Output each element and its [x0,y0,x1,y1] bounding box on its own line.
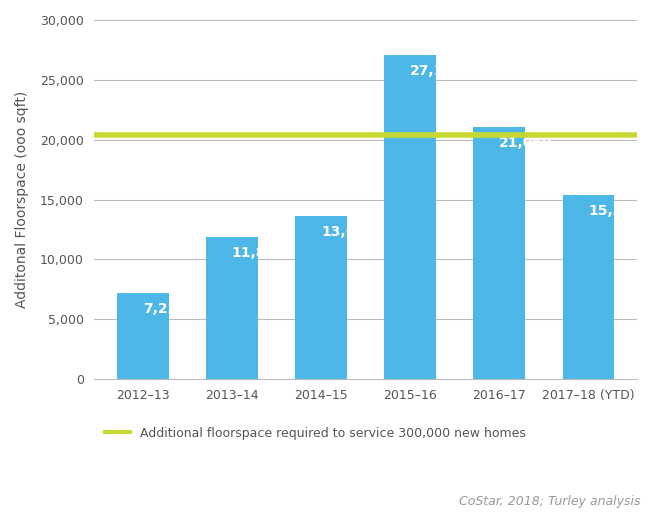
Text: 7,220: 7,220 [143,302,187,315]
Text: 27,110: 27,110 [410,64,464,77]
Text: CoStar, 2018; Turley analysis: CoStar, 2018; Turley analysis [459,495,640,508]
Bar [473,127,525,379]
Text: 13,620: 13,620 [321,225,375,239]
Bar [117,292,168,379]
Bar [562,195,614,379]
Y-axis label: Additonal Floorspace (ooo sqft): Additonal Floorspace (ooo sqft) [15,91,29,308]
Bar [206,237,257,379]
Text: 15,350: 15,350 [588,204,642,219]
Bar [295,216,346,379]
Text: 21,060: 21,060 [499,136,553,150]
Bar [384,54,436,379]
Legend: Additional floorspace required to service 300,000 new homes: Additional floorspace required to servic… [100,422,531,445]
Text: 11,870: 11,870 [232,246,286,260]
